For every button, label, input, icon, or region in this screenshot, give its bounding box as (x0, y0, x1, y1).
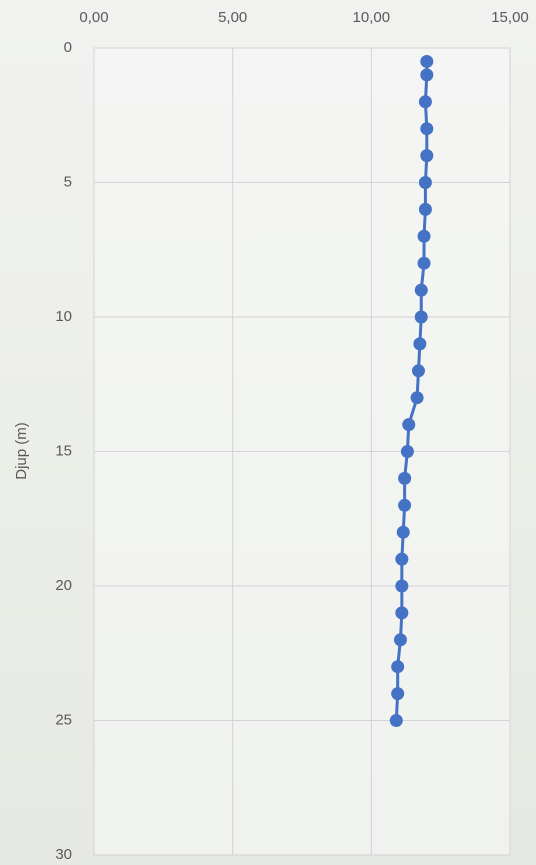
data-point (400, 445, 414, 458)
data-point (420, 68, 434, 82)
data-point (410, 391, 424, 405)
data-point (417, 256, 431, 270)
data-point (418, 95, 432, 109)
data-point (391, 687, 405, 701)
x-tick-label: 5,00 (218, 9, 247, 26)
data-point (395, 552, 409, 566)
x-tick-label: 10,00 (353, 9, 391, 26)
data-point (396, 525, 410, 539)
data-point (398, 498, 412, 512)
data-point (395, 606, 409, 620)
y-tick-label: 5 (64, 173, 72, 190)
y-tick-label: 20 (55, 577, 72, 594)
data-point (414, 310, 428, 324)
data-point (420, 149, 434, 163)
data-point (418, 202, 432, 216)
x-tick-label: 15,00 (491, 9, 529, 26)
data-point (413, 337, 427, 351)
y-tick-label: 10 (55, 308, 72, 325)
data-point (395, 579, 409, 593)
data-point (411, 364, 425, 378)
y-axis-title: Djup (m) (13, 422, 30, 480)
y-tick-label: 30 (55, 846, 72, 863)
y-tick-label: 15 (55, 442, 72, 459)
data-point (389, 714, 403, 727)
data-point (414, 283, 428, 297)
data-point (418, 176, 432, 189)
data-point (391, 660, 405, 674)
data-point (398, 471, 412, 485)
y-tick-label: 25 (55, 711, 72, 728)
y-tick-label: 0 (64, 39, 72, 56)
data-point (393, 633, 407, 647)
data-point (420, 54, 434, 68)
data-point (402, 418, 416, 432)
data-point (417, 229, 431, 243)
data-point (420, 122, 434, 136)
x-tick-label: 0,00 (79, 9, 108, 26)
